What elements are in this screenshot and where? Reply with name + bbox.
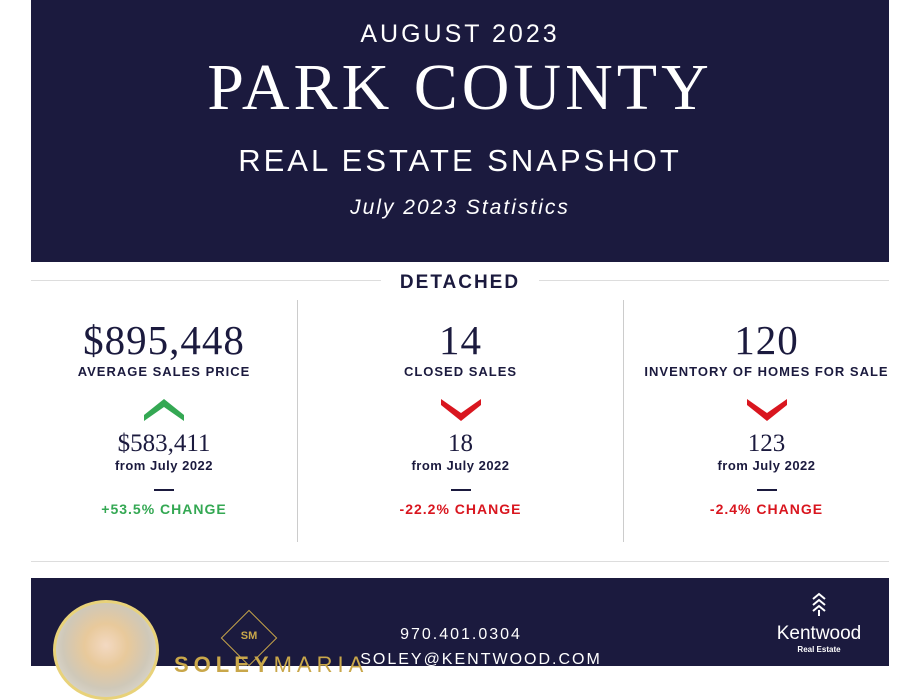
change-value: +53.5% CHANGE <box>101 501 227 517</box>
arrow-down-icon <box>440 399 481 421</box>
metric-inventory: 120 INVENTORY OF HOMES FOR SALE 123 from… <box>623 300 909 542</box>
metric-value: $895,448 <box>83 317 245 363</box>
company-logo: Kentwood Real Estate <box>761 592 877 654</box>
divider <box>31 561 889 562</box>
arrow-down-icon <box>746 399 787 421</box>
metric-value: 120 <box>734 317 799 363</box>
phone[interactable]: 970.401.0304 <box>400 626 522 643</box>
divider <box>450 489 471 491</box>
divider <box>539 280 889 281</box>
agent-photo <box>53 600 159 700</box>
section-heading: DETACHED <box>0 272 920 294</box>
divider <box>154 489 174 491</box>
previous-label: from July 2022 <box>717 458 816 473</box>
previous-label: from July 2022 <box>114 458 214 473</box>
previous-label: from July 2022 <box>411 458 510 473</box>
metric-average-price: $895,448 AVERAGE SALES PRICE $583,411 fr… <box>31 300 297 542</box>
metric-label: INVENTORY OF HOMES FOR SALE <box>644 364 889 379</box>
section-label: DETACHED <box>399 272 521 293</box>
divider <box>31 280 381 281</box>
brand-first: SOLEY <box>174 652 274 677</box>
divider <box>756 489 777 491</box>
footer-banner: SM SOLEYMARIA 970.401.0304 SOLEY@KENTWOO… <box>31 578 889 700</box>
header-banner: AUGUST 2023 PARK COUNTY REAL ESTATE SNAP… <box>31 0 889 262</box>
previous-value: 18 <box>448 430 473 457</box>
subtitle: REAL ESTATE SNAPSHOT <box>238 143 682 178</box>
company-sub: Real Estate <box>797 645 841 654</box>
stats-period: July 2023 Statistics <box>350 196 570 219</box>
change-value: -2.4% CHANGE <box>709 501 824 517</box>
metric-label: CLOSED SALES <box>403 364 518 379</box>
company-name: Kentwood <box>776 623 862 644</box>
page-title: PARK COUNTY <box>207 51 713 124</box>
previous-value: $583,411 <box>117 430 211 457</box>
metric-closed-sales: 14 CLOSED SALES 18 from July 2022 -22.2%… <box>297 300 623 542</box>
arrow-up-icon <box>144 399 184 421</box>
metric-label: AVERAGE SALES PRICE <box>77 364 251 379</box>
previous-value: 123 <box>747 430 786 457</box>
monogram: SM <box>240 630 258 642</box>
month: AUGUST 2023 <box>360 20 560 48</box>
email[interactable]: SOLEY@KENTWOOD.COM <box>360 651 602 668</box>
change-value: -22.2% CHANGE <box>399 501 522 517</box>
kentwood-tree-icon <box>812 592 826 616</box>
metric-value: 14 <box>439 317 482 363</box>
